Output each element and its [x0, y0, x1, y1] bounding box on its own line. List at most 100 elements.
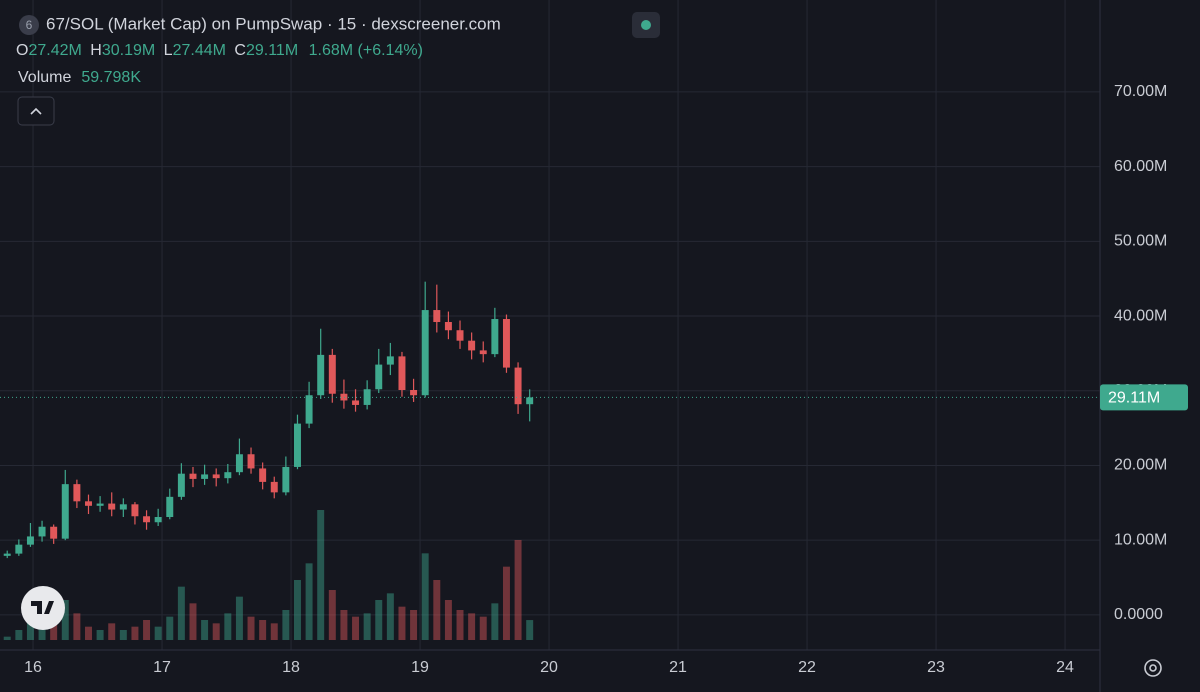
candle-body	[456, 330, 464, 341]
volume-label: Volume 59.798K	[18, 69, 141, 86]
volume-bar	[201, 620, 209, 640]
volume-bar	[15, 630, 23, 640]
x-tick-label: 23	[927, 659, 945, 676]
collapse-button[interactable]	[17, 96, 55, 126]
change: 1.68M (+6.14%)	[309, 42, 423, 59]
l-label: L	[164, 42, 173, 59]
candle-body	[38, 526, 46, 537]
candle-body	[259, 468, 267, 482]
volume-bar	[270, 623, 278, 640]
volume-bar	[444, 600, 452, 640]
volume-bar	[305, 563, 313, 640]
candle-body	[433, 310, 441, 323]
volume-title: Volume	[18, 69, 71, 86]
volume-bar	[398, 606, 406, 640]
volume-bar	[468, 613, 476, 640]
h-label: H	[90, 42, 102, 59]
x-tick-label: 21	[669, 659, 687, 676]
candle-body	[26, 536, 34, 545]
volume-bar	[410, 610, 418, 640]
volume-bar	[131, 626, 139, 640]
price-tag-label: 29.11M	[1108, 390, 1160, 407]
candle-layer	[3, 281, 534, 559]
volume-bar	[212, 623, 220, 640]
volume-bar	[143, 620, 151, 640]
candle-body	[491, 319, 499, 355]
candle-body	[177, 473, 185, 497]
settings-icon-core	[1149, 664, 1157, 672]
volume-bar	[3, 636, 11, 640]
candle-body	[526, 397, 534, 405]
badge	[19, 15, 39, 35]
volume-bar	[259, 620, 267, 640]
x-tick-label: 19	[411, 659, 429, 676]
volume-bar	[328, 590, 336, 640]
volume-bar	[352, 616, 360, 640]
volume-bar	[119, 630, 127, 640]
collapse-icon	[30, 107, 42, 115]
volume-bar	[282, 610, 290, 640]
candle-body	[61, 484, 69, 539]
c-label: C	[234, 42, 246, 59]
candle-body	[421, 310, 429, 396]
candle-body	[96, 503, 104, 506]
y-tick-label: 40.00M	[1114, 307, 1167, 324]
candle-body	[386, 356, 394, 365]
y-tick-label: 50.00M	[1114, 233, 1167, 250]
badge-text: 6	[26, 18, 33, 32]
volume-bar	[154, 626, 162, 640]
volume-bar	[479, 616, 487, 640]
logo[interactable]	[21, 586, 65, 630]
volume-bar	[50, 623, 58, 640]
volume-bar	[514, 540, 522, 640]
x-tick-label: 24	[1056, 659, 1074, 676]
candle-body	[119, 504, 127, 510]
volume-bar	[456, 610, 464, 640]
candle-body	[212, 474, 220, 479]
volume-bar	[421, 553, 429, 640]
candle-body	[224, 472, 232, 479]
volume-bar	[375, 600, 383, 640]
volume-bar	[526, 620, 534, 640]
candle-body	[317, 354, 325, 396]
settings-icon[interactable]	[1144, 659, 1162, 677]
y-tick-label: 20.00M	[1114, 457, 1167, 474]
candle-body	[108, 503, 116, 510]
chart-title: 67/SOL (Market Cap) on PumpSwap · 15 · d…	[46, 14, 501, 33]
y-tick-label: 0.0000	[1114, 606, 1163, 623]
candle-body	[502, 319, 510, 368]
candle-body	[50, 526, 58, 539]
volume-bar	[26, 620, 34, 640]
candle-body	[514, 367, 522, 405]
candle-body	[282, 466, 290, 493]
candle-body	[444, 322, 452, 331]
logo-mark	[31, 601, 54, 614]
y-tick-label: 10.00M	[1114, 531, 1167, 548]
volume-bar	[433, 580, 441, 640]
x-tick-label: 20	[540, 659, 558, 676]
volume-bar	[235, 596, 243, 640]
volume-bar	[224, 613, 232, 640]
candle-body	[201, 474, 209, 479]
candle-body	[247, 454, 255, 469]
candle-body	[479, 350, 487, 355]
candle-body	[293, 423, 301, 467]
y-tick-label: 60.00M	[1114, 158, 1167, 175]
o-value: 27.42M	[28, 42, 81, 59]
volume-bar	[502, 566, 510, 640]
candle-body	[468, 340, 476, 351]
status-dot	[641, 20, 651, 30]
c-value: 29.11M	[246, 42, 298, 59]
o-label: O	[16, 42, 28, 59]
volume-bar	[166, 616, 174, 640]
volume-bar	[363, 613, 371, 640]
x-tick-label: 16	[24, 659, 42, 676]
candle-body	[85, 501, 92, 506]
candle-body	[270, 481, 278, 493]
y-tick-label: 70.00M	[1114, 83, 1167, 100]
candle-body	[3, 553, 11, 556]
candle-body	[143, 516, 151, 523]
volume-bar	[293, 580, 301, 640]
volume-layer	[3, 510, 534, 640]
